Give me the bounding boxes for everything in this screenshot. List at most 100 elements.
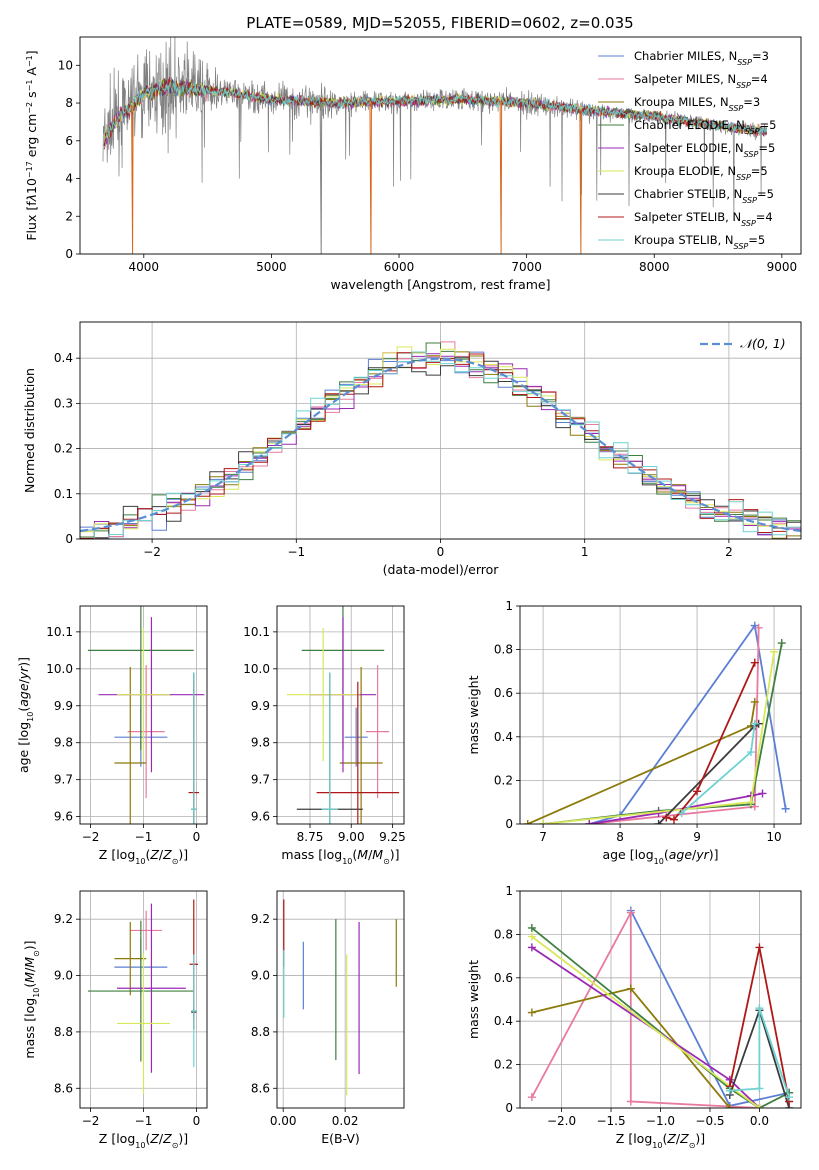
error-bar-point (191, 672, 197, 824)
legend-label: Chabrier MILES, NSSP=3 (634, 49, 769, 67)
x-tick-label: 10 (766, 830, 781, 844)
y-tick-label: 9.2 (54, 912, 73, 926)
x-tick-label: 4000 (129, 260, 160, 274)
mass-weight-line (589, 792, 763, 824)
mass-weight-marker (770, 647, 779, 656)
mass-weight-marker (750, 658, 759, 667)
mass-weight-marker (755, 943, 764, 952)
error-bar-point (339, 666, 383, 824)
x-tick-label: −0.5 (695, 1114, 724, 1128)
mass-weight-marker (626, 984, 635, 993)
mass-weight-marker (585, 820, 594, 824)
x-tick-label: 0.02 (332, 1114, 359, 1128)
plot-area (527, 906, 794, 1108)
error-bar-point (117, 953, 170, 1094)
axes-frame (276, 890, 405, 1109)
mass-weight-marker (755, 1084, 764, 1093)
spectrum-dropout (499, 101, 503, 254)
x-axis-label: (data-model)/error (383, 562, 500, 577)
plot-area (523, 621, 790, 824)
y-tick-label: 0.8 (494, 927, 513, 941)
y-tick-label: 0.4 (494, 730, 513, 744)
y-tick-label: 8.6 (54, 1081, 73, 1095)
y-tick-label: 4 (65, 172, 73, 186)
mass-weight-marker (677, 809, 686, 818)
mass-weight-marker (725, 1104, 734, 1108)
y-tick-label: 9.0 (251, 969, 270, 983)
y-tick-label: 10.0 (243, 662, 270, 676)
x-tick-label: −2.0 (547, 1114, 576, 1128)
error-bar-point (117, 903, 186, 1073)
x-axis-label: Z [log10(Z/Z⊙)] (99, 847, 188, 866)
axes-frame (519, 890, 802, 1109)
y-tick-label: 2 (65, 209, 73, 223)
y-tick-label: 8.6 (251, 1081, 270, 1095)
y-tick-label: 10.0 (46, 662, 73, 676)
y-tick-label: 9.7 (54, 773, 73, 787)
y-tick-label: 0.2 (494, 1058, 513, 1072)
x-axis-label: age [log10(age/yr)] (602, 847, 718, 866)
legend-label: Salpeter ELODIE, NSSP=5 (634, 141, 775, 159)
mass-weight-marker (626, 908, 635, 917)
y-tick-label: 10.1 (243, 625, 270, 639)
x-tick-label: 0 (193, 830, 201, 844)
mass-weight-marker (669, 815, 678, 824)
x-tick-label: 9.25 (379, 830, 406, 844)
error-bar-point (366, 665, 390, 799)
plot-area (80, 341, 801, 539)
x-axis-label: E(B-V) (321, 1131, 360, 1146)
residual-histogram (80, 352, 801, 539)
x-tick-label: −1 (135, 1114, 153, 1128)
y-tick-label: 0.4 (54, 351, 73, 365)
error-bar-point (344, 707, 368, 767)
x-tick-label: 0.00 (270, 1114, 297, 1128)
x-tick-label: 9.00 (338, 830, 365, 844)
mass-weight-marker (755, 1104, 764, 1108)
residual-histogram (80, 351, 801, 539)
x-tick-label: 2 (725, 545, 733, 559)
mass-weight-line (531, 935, 760, 1108)
y-tick-label: 9.0 (54, 969, 73, 983)
mass-weight-marker (527, 932, 536, 941)
y-tick-label: 0.8 (494, 643, 513, 657)
mass-weight-marker (527, 923, 536, 932)
x-tick-label: −2 (82, 1114, 100, 1128)
mass-weight-marker (777, 639, 786, 648)
y-tick-label: 0.6 (494, 971, 513, 985)
residual-histogram (80, 356, 801, 539)
mass-weight-marker (527, 1008, 536, 1017)
y-tick-label: 9.8 (54, 736, 73, 750)
plot-area (102, 37, 767, 254)
mass-weight-marker (539, 820, 548, 824)
error-bar-point (117, 628, 170, 762)
mass-weight-marker (755, 1004, 764, 1013)
y-tick-label: 6 (65, 134, 73, 148)
legend-label: Salpeter MILES, NSSP=4 (634, 72, 768, 90)
error-bar-point (114, 666, 147, 824)
panel-age-vs-mass: 8.75 9.00 9.25 9.6 9.7 9.8 9.9 10.0 10.1 mass [lo… (243, 605, 406, 866)
x-tick-label: −1 (135, 830, 153, 844)
x-tick-label: 0.0 (750, 1114, 769, 1128)
mass-weight-marker (754, 623, 763, 632)
plot-area (87, 899, 199, 1094)
x-tick-label: 9000 (767, 260, 798, 274)
x-axis-label: Z [log10(Z/Z⊙)] (99, 1131, 188, 1150)
y-tick-label: 9.2 (251, 912, 270, 926)
y-tick-label: 0 (65, 532, 73, 546)
mass-weight-line (589, 623, 787, 824)
mass-weight-marker (693, 787, 702, 796)
axes-frame (79, 605, 208, 825)
mass-weight-marker (527, 943, 536, 952)
y-axis-label: mass [log10(M/M⊙)] (22, 940, 41, 1058)
panel-mass-weight-vs-z: −2.0 −1.5 −1.0 −0.5 0.0 0 0.2 0.4 0.6 0.8 1 Z [log1… (466, 884, 802, 1150)
y-axis-label: mass weight (466, 960, 481, 1039)
y-tick-label: 10 (58, 58, 73, 72)
panel-spectrum: 4000 5000 6000 7000 8000 9000 0 2 4 6 8 10 wavelengt… (24, 36, 802, 292)
error-bar-point (191, 954, 197, 1068)
x-axis-label: mass [log10(M/M⊙)] (281, 847, 399, 866)
x-tick-label: 6000 (384, 260, 415, 274)
x-tick-label: 8 (616, 830, 624, 844)
y-tick-label: 1 (505, 599, 513, 613)
legend-label: 𝒩(0, 1) (740, 336, 786, 351)
mass-weight-marker (781, 804, 790, 813)
